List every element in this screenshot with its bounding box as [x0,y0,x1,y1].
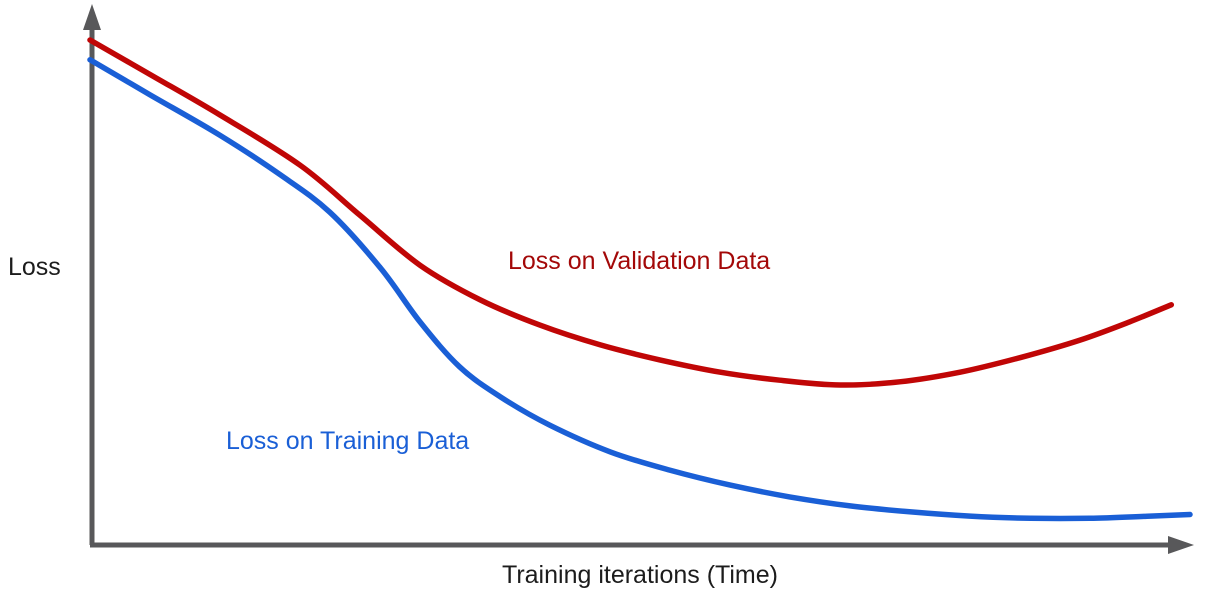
y-axis-arrow-icon [83,4,101,30]
loss-on-training-data-curve [87,57,1193,522]
x-axis-arrow-icon [1168,536,1194,554]
loss-on-validation-data-curve [87,37,1175,388]
training-series-label: Loss on Training Data [226,427,470,455]
curves-group [87,37,1193,522]
y-axis-title: Loss [8,253,61,281]
validation-series-label: Loss on Validation Data [508,247,771,275]
x-axis-title: Training iterations (Time) [501,561,778,589]
